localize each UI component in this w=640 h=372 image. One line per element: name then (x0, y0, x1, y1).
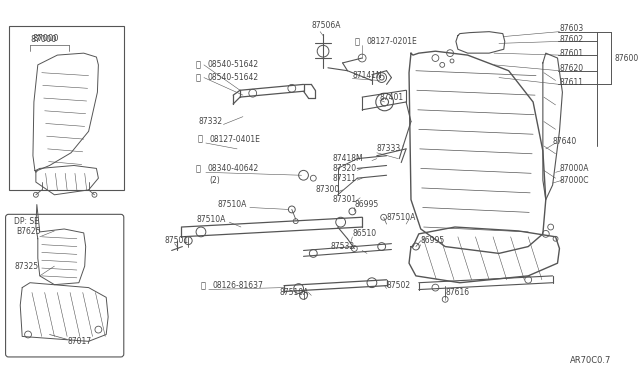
Text: 87620: 87620 (559, 64, 584, 73)
Text: 87000A: 87000A (559, 164, 589, 173)
Text: 87600: 87600 (614, 54, 639, 62)
Text: Ⓑ: Ⓑ (198, 135, 203, 144)
Bar (8, 26, 124, 190)
Text: Ⓑ: Ⓑ (201, 281, 206, 290)
Text: 87401: 87401 (380, 93, 404, 102)
Text: 87311: 87311 (333, 174, 357, 183)
Text: 87601: 87601 (559, 49, 584, 58)
Text: 87510A: 87510A (196, 215, 225, 224)
Text: 86995: 86995 (420, 236, 445, 245)
Text: 08126-81637: 08126-81637 (212, 281, 264, 290)
Text: 87301: 87301 (333, 195, 357, 204)
Text: 87141N: 87141N (353, 71, 382, 80)
Text: 87325: 87325 (14, 262, 38, 270)
Text: 87616: 87616 (445, 288, 469, 297)
Text: Ⓢ: Ⓢ (196, 164, 201, 173)
Text: 08127-0201E: 08127-0201E (366, 37, 417, 46)
Text: 87506A: 87506A (311, 21, 341, 30)
Text: 87510A: 87510A (218, 200, 247, 209)
Text: 87300: 87300 (316, 185, 339, 195)
Text: 87602: 87602 (559, 35, 584, 44)
Text: 87532: 87532 (331, 242, 355, 251)
Text: Ⓑ: Ⓑ (355, 37, 359, 46)
Text: 08540-51642: 08540-51642 (208, 60, 259, 69)
Text: 08340-40642: 08340-40642 (208, 164, 259, 173)
Text: AR70C0.7: AR70C0.7 (570, 356, 611, 365)
Text: 87000: 87000 (30, 35, 56, 44)
Text: 87332: 87332 (198, 117, 222, 126)
Text: 87611: 87611 (559, 78, 584, 87)
Text: (2): (2) (210, 176, 221, 185)
Text: 86995: 86995 (355, 200, 379, 209)
Text: 87320: 87320 (333, 164, 357, 173)
Text: 87510A: 87510A (279, 288, 308, 297)
Text: DP: SE: DP: SE (14, 217, 39, 226)
Text: 87017: 87017 (67, 337, 92, 346)
Text: 08127-0401E: 08127-0401E (210, 135, 260, 144)
Text: 08540-51642: 08540-51642 (208, 73, 259, 82)
Text: 87502: 87502 (387, 281, 411, 290)
Text: 87418M: 87418M (333, 154, 364, 163)
Text: 87603: 87603 (559, 24, 584, 33)
Text: Ⓢ: Ⓢ (196, 73, 201, 82)
Text: 87000: 87000 (32, 34, 58, 43)
Text: 87501: 87501 (165, 236, 189, 245)
Text: 87510A: 87510A (387, 213, 416, 222)
Text: B7625: B7625 (17, 227, 41, 237)
Text: 87333: 87333 (377, 144, 401, 153)
Text: Ⓢ: Ⓢ (196, 60, 201, 69)
Text: 87640: 87640 (552, 137, 577, 145)
Text: 86510: 86510 (353, 230, 376, 238)
Text: 87000C: 87000C (559, 176, 589, 185)
